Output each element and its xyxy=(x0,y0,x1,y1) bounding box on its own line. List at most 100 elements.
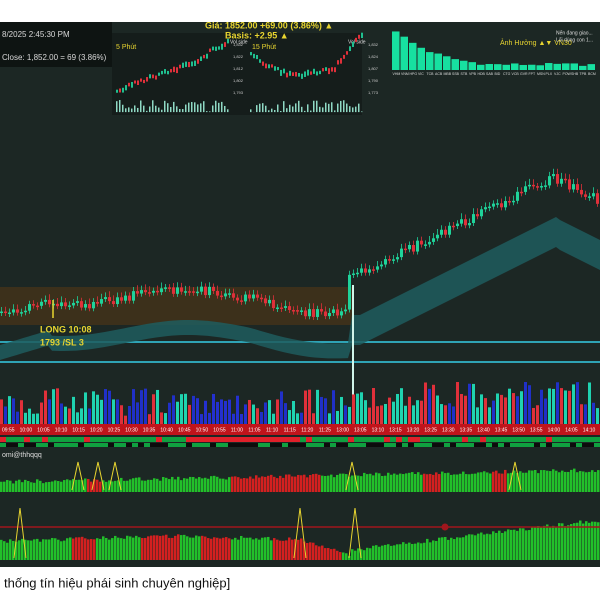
candle-body xyxy=(128,295,131,301)
indicator-bar xyxy=(498,473,501,492)
indicator-bar xyxy=(231,539,234,560)
mini-candle xyxy=(310,71,312,75)
indicator-bar xyxy=(186,478,189,492)
influence-bar xyxy=(553,63,561,70)
indicator-bar xyxy=(207,538,210,560)
candle-body xyxy=(476,214,479,217)
volume-bar xyxy=(568,390,571,424)
indicator-bar xyxy=(507,473,510,492)
mini-volume xyxy=(170,106,172,113)
volume-bar xyxy=(488,407,491,424)
mini-volume xyxy=(203,101,205,113)
signal-cell xyxy=(138,443,144,447)
signal-cell xyxy=(246,437,252,442)
indicator-bar xyxy=(273,476,276,492)
signal-cell xyxy=(282,443,288,447)
volume-bar xyxy=(196,398,199,424)
mini-volume xyxy=(134,105,136,113)
indicator-bar xyxy=(309,542,312,560)
candle-body xyxy=(124,295,127,301)
influence-bar xyxy=(494,64,502,70)
mini-candle xyxy=(170,69,172,73)
signal-cell xyxy=(270,443,276,447)
mini-candle xyxy=(337,60,339,65)
signal-cell xyxy=(252,437,258,442)
volume-bar xyxy=(476,407,479,424)
mini-candle xyxy=(116,89,118,93)
indicator-bar xyxy=(147,479,150,492)
time-label: 13:55 xyxy=(530,427,543,433)
mini-volume xyxy=(355,106,357,113)
indicator-bar xyxy=(438,537,441,560)
time-label: 10:25 xyxy=(108,427,121,433)
volume-bar xyxy=(556,382,559,424)
indicator-bar xyxy=(363,550,366,560)
volume-bar xyxy=(504,397,507,424)
signal-cell xyxy=(234,443,240,447)
signal-cell xyxy=(450,443,456,447)
mini-candle xyxy=(331,67,333,72)
indicator-bar xyxy=(309,475,312,492)
indicator-bar xyxy=(384,475,387,492)
candle-body xyxy=(16,309,19,313)
candle-body xyxy=(184,291,187,293)
mini-candle xyxy=(158,72,160,76)
volume-bar xyxy=(496,393,499,424)
volume-bar xyxy=(472,383,475,424)
volume-bar xyxy=(548,388,551,424)
volume-bar xyxy=(224,400,227,424)
mini-candle xyxy=(161,70,163,75)
influence-title: Ảnh Hưởng ▲▼ VN30 xyxy=(500,38,572,47)
mini-volume xyxy=(116,101,118,113)
indicator-bar xyxy=(60,481,63,492)
indicator-bar xyxy=(174,479,177,492)
volume-bar xyxy=(300,412,303,424)
volume-bar xyxy=(12,398,15,424)
indicator-bar xyxy=(147,536,150,560)
indicator-bar xyxy=(288,474,291,492)
indicator-bar xyxy=(210,538,213,560)
volume-bar xyxy=(376,406,379,424)
signal-cell xyxy=(132,443,138,447)
indicator-bar xyxy=(585,521,588,560)
signal-cell xyxy=(366,443,372,447)
indicator-bar xyxy=(57,481,60,492)
indicator-bar xyxy=(318,474,321,492)
signal-cell xyxy=(240,443,246,447)
mini-volume xyxy=(194,102,196,113)
signal-cell xyxy=(588,443,594,447)
mini-volume xyxy=(250,109,252,113)
indicator-bar xyxy=(168,537,171,560)
candle-body xyxy=(516,191,519,201)
candle-body xyxy=(224,293,227,297)
indicator-bar xyxy=(141,538,144,560)
signal-cell xyxy=(522,443,528,447)
volume-bar xyxy=(528,385,531,424)
signal-cell xyxy=(30,443,36,447)
mini-volume xyxy=(197,104,199,113)
candle-body xyxy=(228,293,231,295)
time-label: 10:35 xyxy=(143,427,156,433)
mini-volume xyxy=(128,107,130,113)
candle-body xyxy=(528,184,531,187)
candle-body xyxy=(416,240,419,252)
volume-bar xyxy=(32,413,35,424)
signal-cell xyxy=(186,437,192,442)
influence-bar xyxy=(468,62,476,70)
indicator-bar xyxy=(429,542,432,560)
indicator-bar xyxy=(318,546,321,560)
indicator-bar xyxy=(105,481,108,492)
signal-cell xyxy=(408,437,414,442)
candle-body xyxy=(328,312,331,317)
mini-volume xyxy=(301,106,303,113)
mini-volume xyxy=(271,108,273,113)
candle-body xyxy=(584,194,587,197)
indicator-bar xyxy=(210,476,213,492)
indicator-bar xyxy=(291,476,294,492)
mini-candle xyxy=(152,74,154,79)
volume-bar xyxy=(156,389,159,424)
indicator-bar xyxy=(258,539,261,560)
volume-bar xyxy=(332,390,335,424)
indicator-bar xyxy=(117,480,120,492)
volume-bar xyxy=(136,402,139,424)
